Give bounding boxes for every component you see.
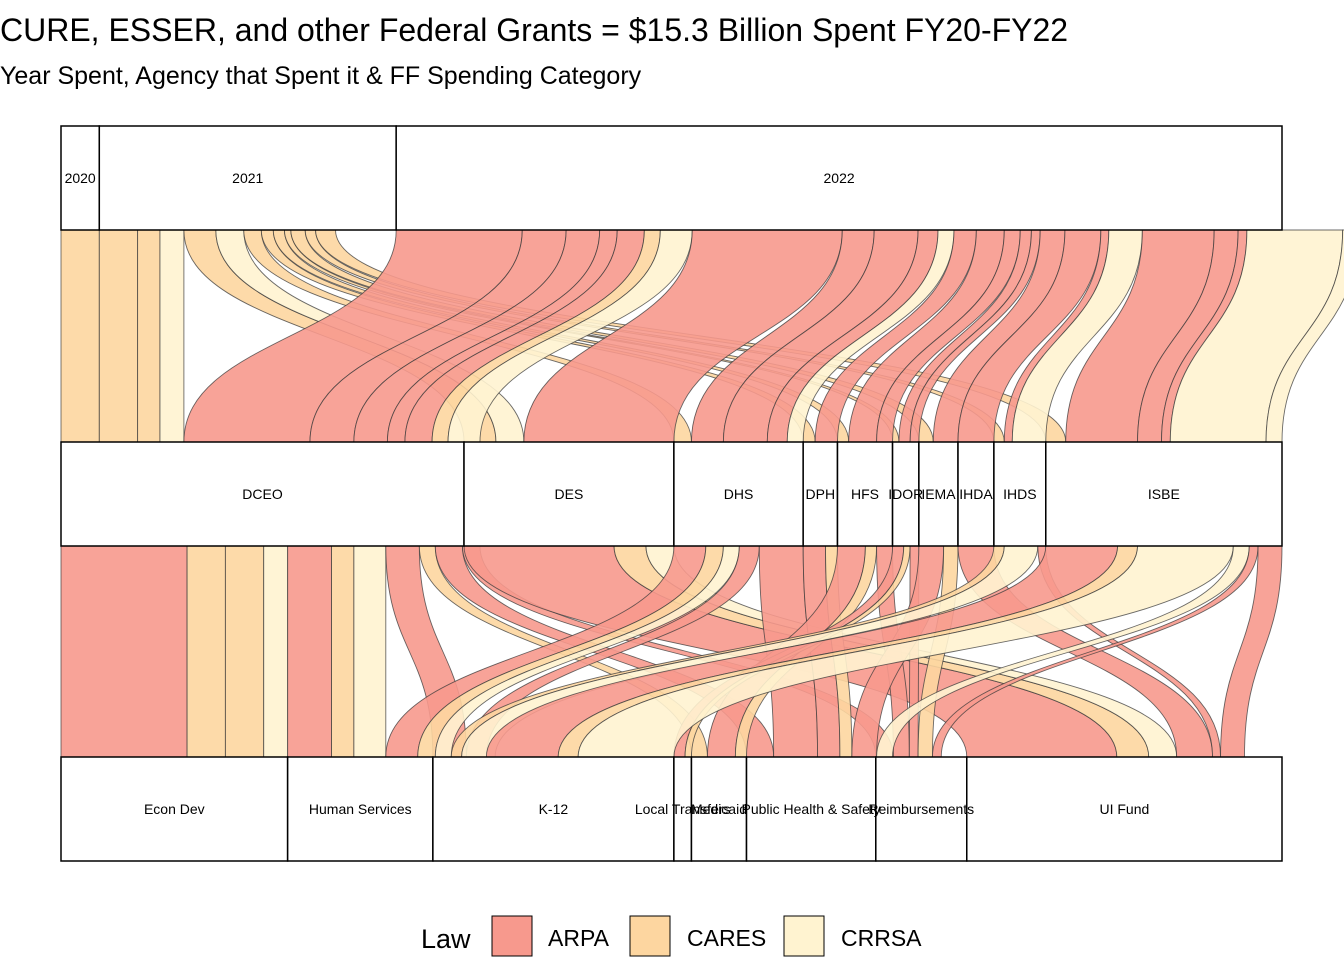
stratum-isbe — [1045, 441, 1283, 547]
stratum-k-12 — [432, 756, 675, 862]
stratum-label-2022: 2022 — [824, 170, 855, 186]
flows-agency-to-category — [60, 545, 1283, 758]
stratum-label-medicaid: Medicaid — [691, 801, 747, 817]
stratum-label-dph: DPH — [806, 486, 836, 502]
flow-2021-dceo-cares — [98, 229, 139, 443]
stratum-idor — [891, 441, 920, 547]
flow-dceo-human-services-crrsa — [353, 545, 387, 758]
flow-dceo-econ-dev-arpa — [60, 545, 188, 758]
flows-year-to-agency — [60, 229, 1344, 443]
legend-key-crrsa — [783, 915, 825, 957]
stratum-label-hfs: HFS — [851, 486, 879, 502]
stratum-label-dceo: DCEO — [242, 486, 283, 502]
stratum-label-reimbursements: Reimbursements — [868, 801, 974, 817]
flow-dceo-econ-dev-cares — [186, 545, 226, 758]
stratum-dhs — [673, 441, 804, 547]
flow-dceo-human-services-arpa — [287, 545, 332, 758]
stratum-reimbursements — [875, 756, 968, 862]
stratum-public-health-safety — [745, 756, 877, 862]
legend-label-cares: CARES — [687, 925, 766, 951]
flow-dceo-human-services-cares — [331, 545, 355, 758]
stratum-ihds — [993, 441, 1047, 547]
stratum-ui-fund — [966, 756, 1283, 862]
legend: Law ARPA CARES CRRSA — [421, 915, 922, 957]
stratum-human-services — [286, 756, 434, 862]
stratum-label-2020: 2020 — [65, 170, 96, 186]
legend-label-crrsa: CRRSA — [841, 925, 922, 951]
stratum-medicaid — [690, 756, 748, 862]
stratum-label-ihda: IHDA — [959, 486, 993, 502]
stratum-label-ui-fund: UI Fund — [1099, 801, 1149, 817]
stratum-label-human-services: Human Services — [309, 801, 412, 817]
flow-dceo-econ-dev-crrsa — [263, 545, 289, 758]
legend-title: Law — [421, 924, 471, 954]
legend-label-arpa: ARPA — [548, 925, 610, 951]
stratum-label-ihds: IHDS — [1003, 486, 1036, 502]
stratum-label-local-transfers: Local Transfers — [635, 801, 731, 817]
stratum-label-k-12: K-12 — [539, 801, 569, 817]
stratum-hfs — [836, 441, 894, 547]
stratum-label-2021: 2021 — [232, 170, 263, 186]
chart-title: CURE, ESSER, and other Federal Grants = … — [0, 12, 1068, 48]
stratum-econ-dev — [60, 756, 289, 862]
legend-key-arpa — [491, 915, 533, 957]
stratum-dph — [802, 441, 839, 547]
flow-dceo-econ-dev-cares — [224, 545, 265, 758]
stratum-2022 — [395, 125, 1283, 231]
stratum-label-des: DES — [555, 486, 584, 502]
flow-2021-dceo-crrsa — [159, 229, 185, 443]
flow-2021-dceo-cares — [137, 229, 161, 443]
stratum-ihda — [957, 441, 995, 547]
stratum-dceo — [60, 441, 465, 547]
stratum-label-public-health-safety: Public Health & Safety — [742, 801, 881, 817]
stratum-label-econ-dev: Econ Dev — [144, 801, 205, 817]
legend-key-cares — [629, 915, 671, 957]
stratum-2021 — [98, 125, 397, 231]
flow-2020-dceo-cares — [60, 229, 100, 443]
stratum-label-isbe: ISBE — [1148, 486, 1180, 502]
strata-boxes — [60, 125, 1283, 862]
stratum-label-iema: IEMA — [921, 486, 956, 502]
chart-subtitle: Year Spent, Agency that Spent it & FF Sp… — [0, 62, 642, 90]
stratum-label-dhs: DHS — [724, 486, 754, 502]
stratum-label-idor: IDOR — [888, 486, 923, 502]
